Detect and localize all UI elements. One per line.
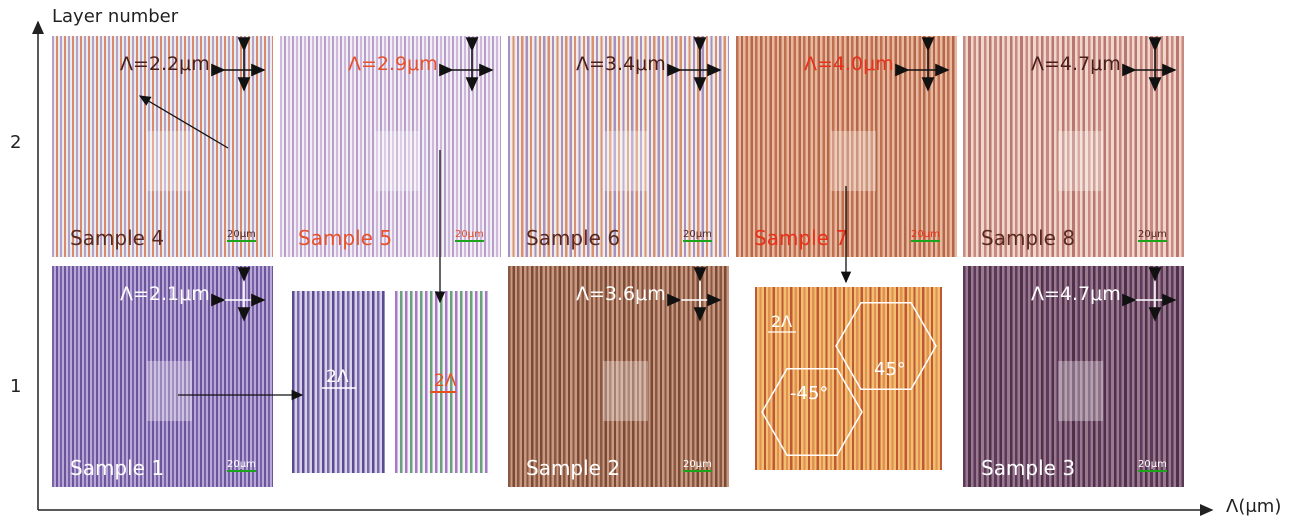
figure: Layer number Λ(μm) 2 1 Λ=2.2μm Sample 4 20… — [0, 0, 1309, 525]
scale-bar: 20μm — [1138, 459, 1167, 472]
scale-bar: 20μm — [683, 229, 712, 242]
period-label: Λ=4.7μm — [1031, 283, 1121, 305]
micrograph-panel: Λ=2.1μm Sample 1 20μm — [52, 266, 273, 487]
sample-label: Sample 6 — [526, 226, 620, 250]
scale-bar: 20μm — [1138, 229, 1167, 242]
period-label: Λ=2.2μm — [120, 53, 210, 75]
sample-label: Sample 4 — [70, 226, 164, 250]
y-tick-label: 2 — [10, 132, 21, 153]
scale-bar: 20μm — [227, 229, 256, 242]
micrograph-panel: Λ=2.2μm Sample 4 20μm — [52, 36, 273, 257]
micrograph-panel: Λ=4.7μm Sample 8 20μm — [963, 36, 1184, 257]
sample-label: Sample 7 — [754, 226, 848, 250]
highlight-box — [1058, 361, 1103, 421]
inset — [755, 287, 942, 470]
y-tick-label: 1 — [10, 376, 21, 397]
inset — [292, 291, 385, 473]
scale-bar: 20μm — [455, 229, 484, 242]
y-axis-label: Layer number — [52, 6, 179, 27]
period-label: Λ=4.0μm — [804, 53, 894, 75]
x-axis-label: Λ(μm) — [1226, 496, 1281, 517]
period-label: Λ=2.1μm — [120, 283, 210, 305]
period-label: Λ=3.6μm — [576, 283, 666, 305]
sample-label: Sample 3 — [981, 456, 1075, 480]
highlight-box — [1058, 131, 1103, 191]
scale-bar: 20μm — [911, 229, 940, 242]
highlight-box — [147, 131, 192, 191]
micrograph-panel: Λ=4.7μm Sample 3 20μm — [963, 266, 1184, 487]
micrograph-panel: Λ=4.0μm Sample 7 20μm — [736, 36, 957, 257]
sample-label: Sample 1 — [70, 456, 164, 480]
period-label: Λ=3.4μm — [576, 53, 666, 75]
period-label: Λ=2.9μm — [348, 53, 438, 75]
sample-label: Sample 5 — [298, 226, 392, 250]
sample-label: Sample 8 — [981, 226, 1075, 250]
highlight-box — [603, 131, 648, 191]
highlight-box — [147, 361, 192, 421]
micrograph-panel: Λ=3.6μm Sample 2 20μm — [508, 266, 729, 487]
period-label: Λ=4.7μm — [1031, 53, 1121, 75]
inset — [395, 291, 488, 473]
scale-bar: 20μm — [227, 459, 256, 472]
sample-label: Sample 2 — [526, 456, 620, 480]
highlight-box — [375, 131, 420, 191]
micrograph-panel: Λ=2.9μm Sample 5 20μm — [280, 36, 501, 257]
highlight-box — [603, 361, 648, 421]
scale-bar: 20μm — [683, 459, 712, 472]
micrograph-panel: Λ=3.4μm Sample 6 20μm — [508, 36, 729, 257]
highlight-box — [831, 131, 876, 191]
